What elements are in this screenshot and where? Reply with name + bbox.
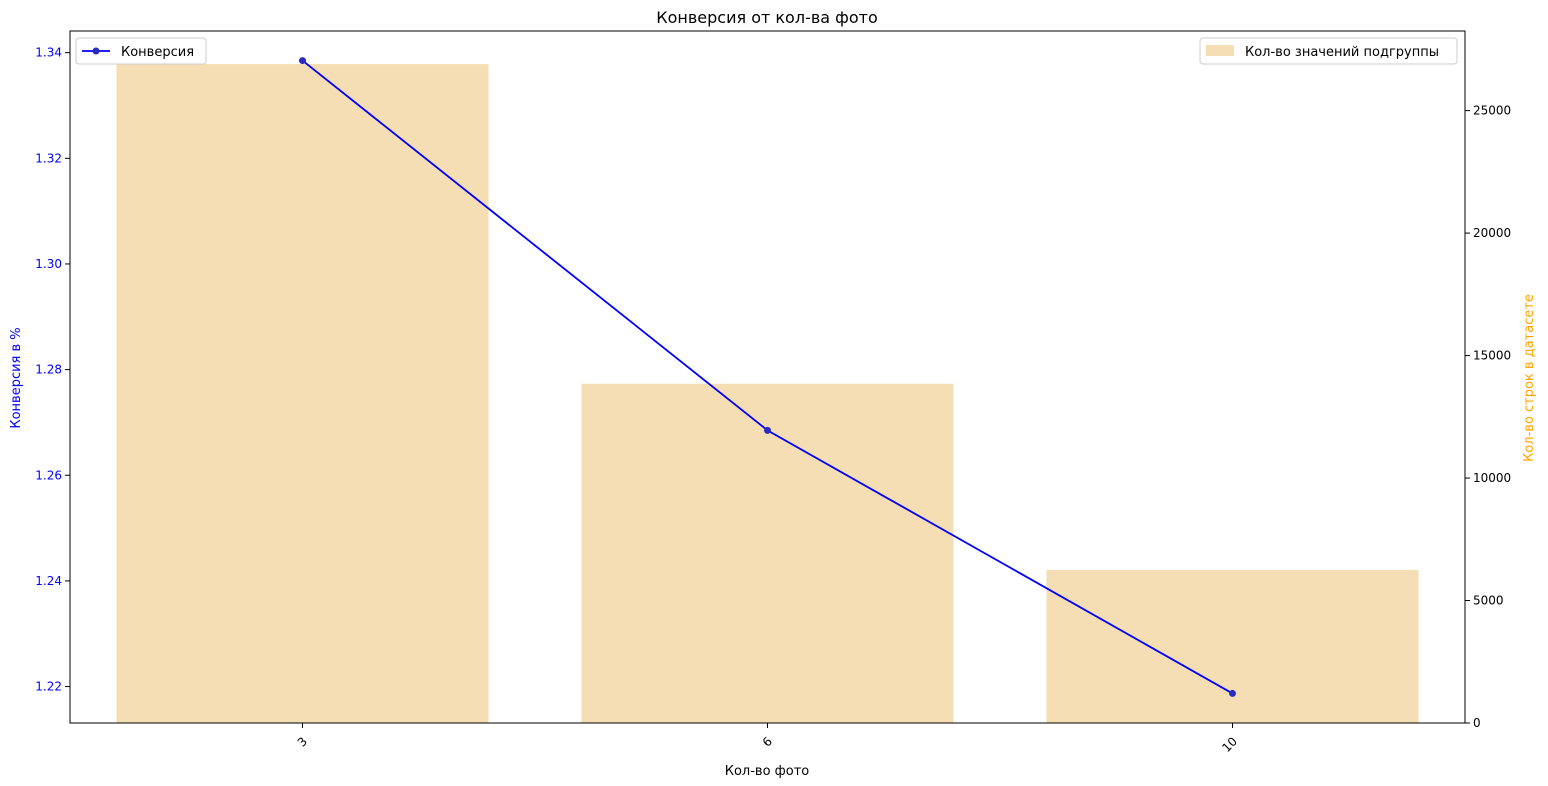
left-tick-label: 1.34 <box>35 46 62 60</box>
right-tick-label: 20000 <box>1473 226 1511 240</box>
legend-box <box>1199 37 1458 65</box>
bars-group <box>116 64 1419 723</box>
left-tick-label: 1.32 <box>35 151 62 165</box>
left-tick-label: 1.24 <box>35 574 62 588</box>
right-tick-label: 0 <box>1473 716 1481 730</box>
x-tick-label: 3 <box>295 734 310 749</box>
line-point-3 <box>299 57 306 65</box>
right-y-axis-ticks: 0 5000 10000 15000 20000 25000 <box>1465 104 1511 730</box>
legend-line-series: Конверсия <box>75 37 207 65</box>
x-tick-label: 6 <box>760 734 775 749</box>
right-tick-label: 15000 <box>1473 349 1511 363</box>
bar-3 <box>116 64 489 723</box>
left-tick-label: 1.30 <box>35 257 62 271</box>
bar-6 <box>581 383 954 723</box>
right-y-axis-label: Кол-во строк в датасете <box>1522 294 1537 462</box>
legend-bar-swatch <box>1206 45 1234 56</box>
left-y-axis-label: Конверсия в % <box>9 327 24 428</box>
legend-line-marker <box>92 47 100 55</box>
left-tick-label: 1.22 <box>35 680 62 694</box>
right-tick-label: 5000 <box>1473 594 1504 608</box>
right-tick-label: 25000 <box>1473 104 1511 118</box>
bar-10 <box>1046 569 1419 723</box>
x-tick-label: 10 <box>1219 734 1240 755</box>
line-point-6 <box>764 426 771 434</box>
legend-bars-label: Кол-во значений подгруппы <box>1245 45 1439 60</box>
x-axis-ticks: 3 6 10 <box>295 723 1240 755</box>
legend-bars-series: Кол-во значений подгруппы <box>1199 37 1458 65</box>
left-tick-label: 1.28 <box>35 363 62 377</box>
chart-title: Конверсия от кол-ва фото <box>656 8 878 27</box>
left-y-axis-ticks: 1.22 1.24 1.26 1.28 1.30 1.32 1.34 <box>35 46 70 694</box>
right-tick-label: 10000 <box>1473 471 1511 485</box>
line-series-group <box>299 57 1236 697</box>
left-tick-label: 1.26 <box>35 468 62 482</box>
legend-line-label: Конверсия <box>121 45 194 60</box>
x-axis-label: Кол-во фото <box>725 764 810 779</box>
line-point-10 <box>1229 689 1236 697</box>
legend-box <box>75 37 207 65</box>
